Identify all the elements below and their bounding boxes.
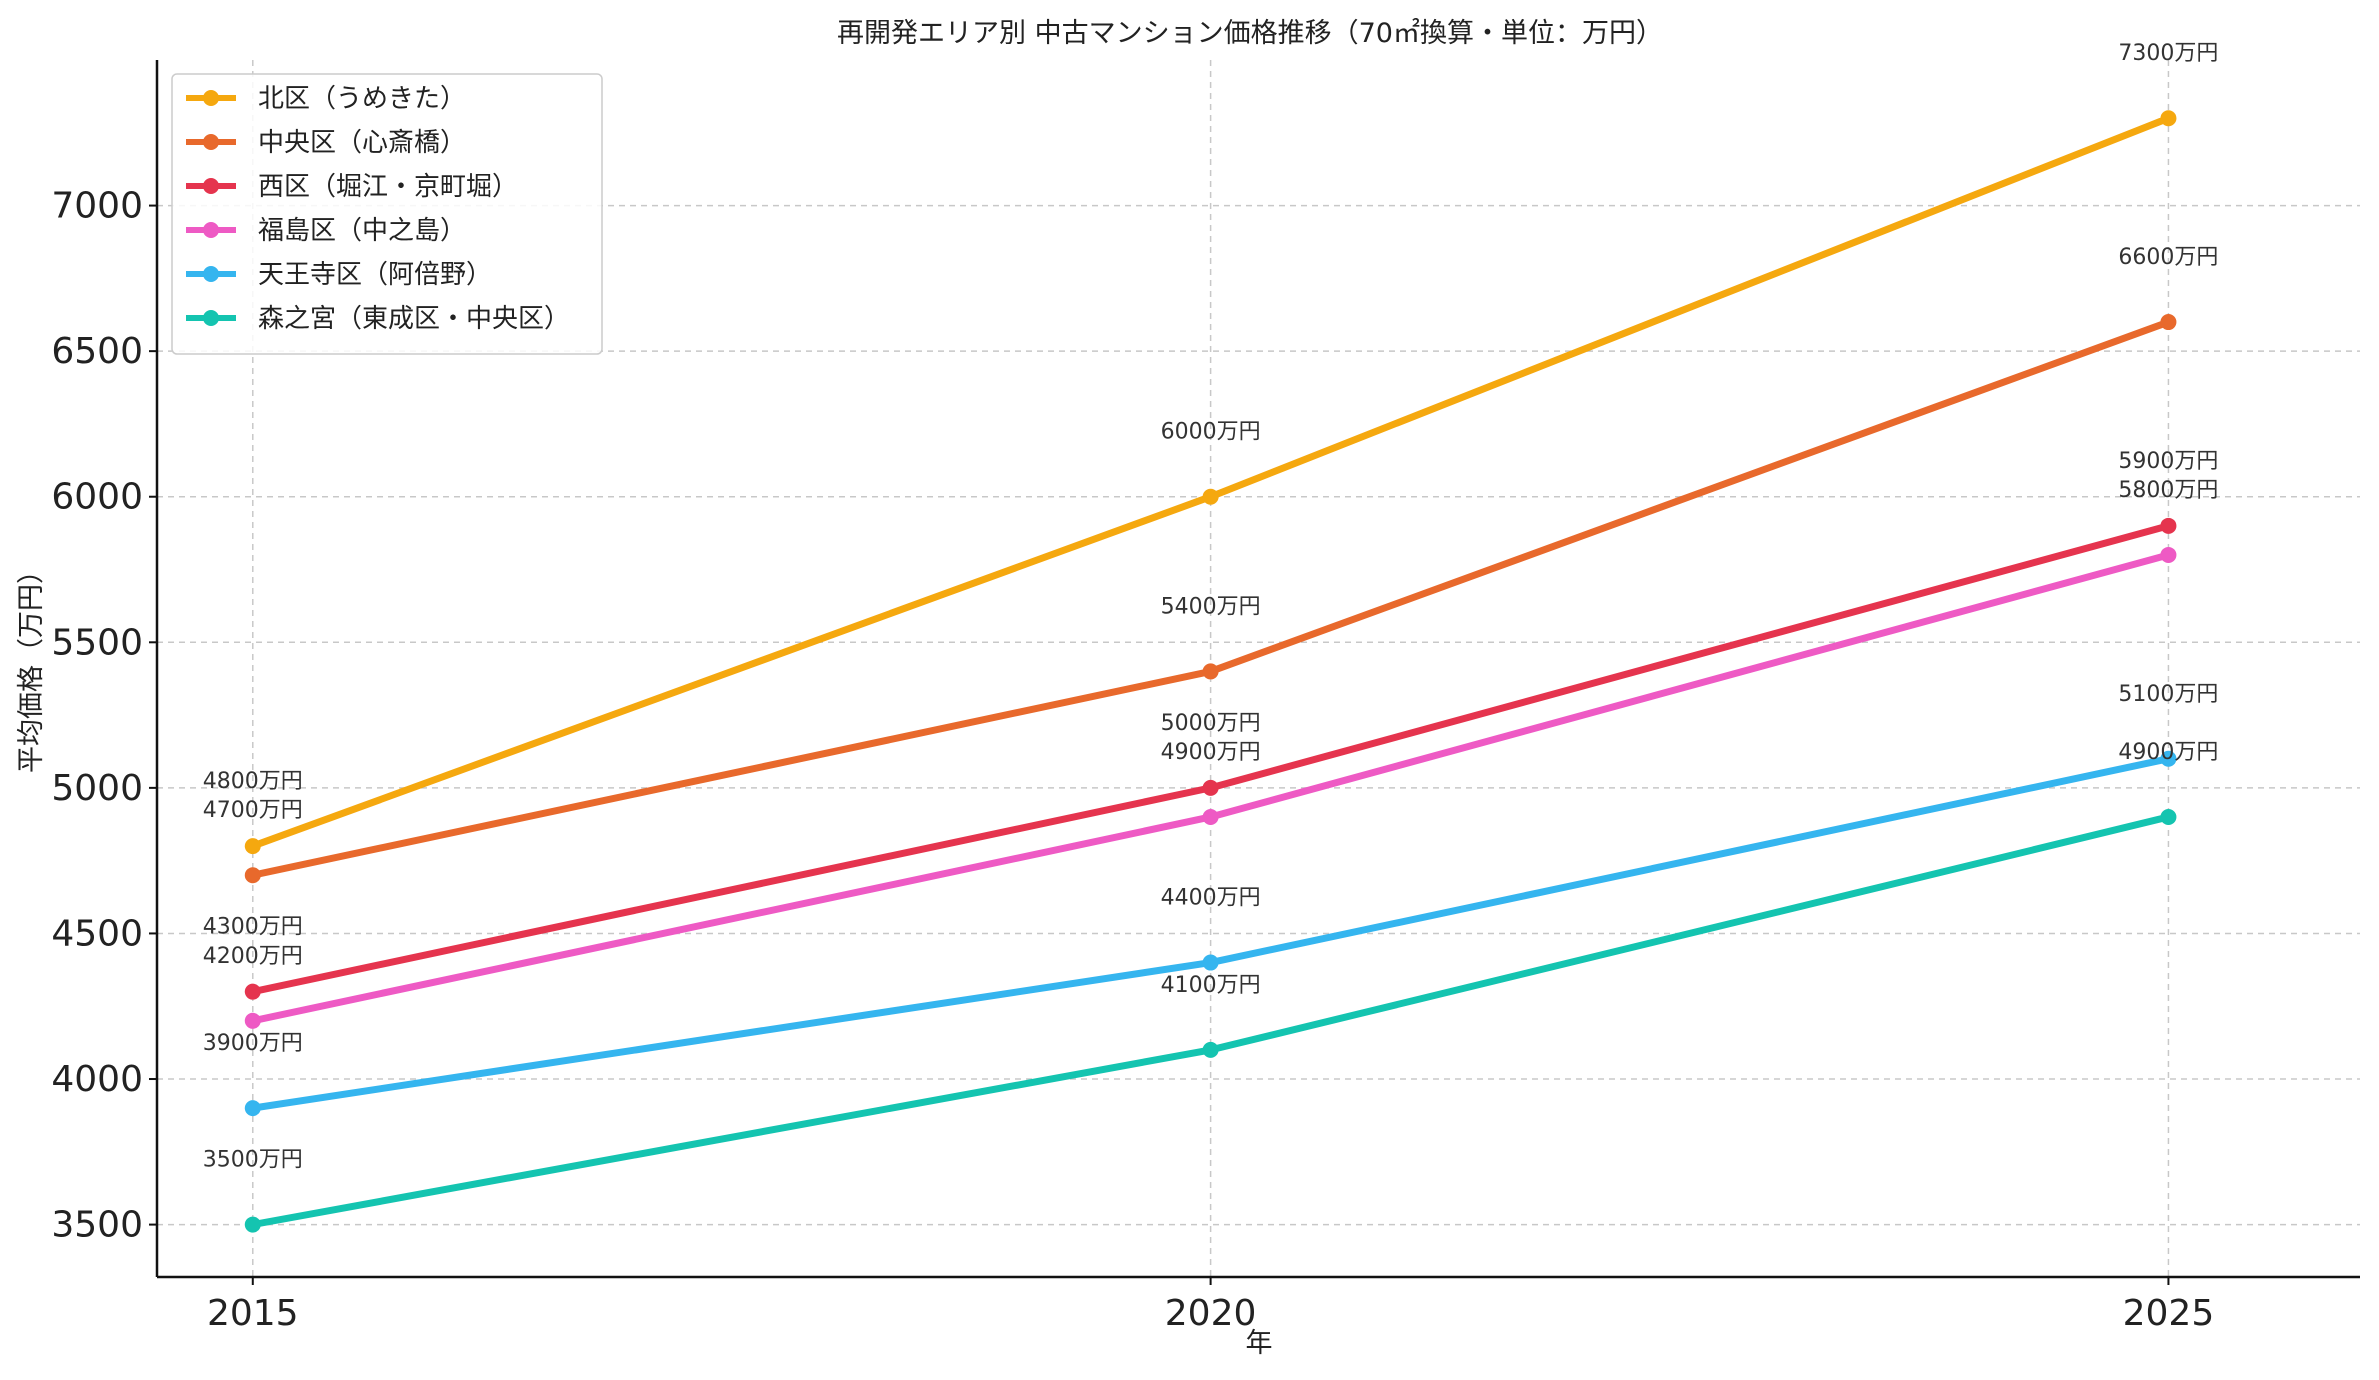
legend-marker xyxy=(203,178,219,194)
data-point xyxy=(2160,314,2177,331)
data-label: 4800万円 xyxy=(203,769,303,794)
data-label: 5900万円 xyxy=(2118,449,2218,474)
legend-marker xyxy=(203,134,219,150)
data-point xyxy=(1202,808,1219,825)
data-point xyxy=(1202,779,1219,796)
data-point xyxy=(1202,488,1219,505)
data-labels: 4800万円 6000万円 7300万円 4700万円 5400万円 6600万円 4300… xyxy=(203,41,2219,1172)
y-tick-label: 3500 xyxy=(51,1205,143,1246)
data-point xyxy=(244,867,261,884)
legend-item: 北区（うめきた） xyxy=(186,84,466,114)
legend-label: 西区（堀江・京町堀） xyxy=(258,172,518,202)
data-point xyxy=(2160,110,2177,127)
y-axis-title: 平均価格（万円） xyxy=(16,557,47,773)
chart-title: 再開発エリア別 中古マンション価格推移（70㎡換算・単位：万円） xyxy=(837,18,1663,49)
data-point xyxy=(2160,808,2177,825)
data-point xyxy=(1202,663,1219,680)
data-point xyxy=(244,838,261,855)
data-point xyxy=(1202,954,1219,971)
data-label: 5000万円 xyxy=(1161,711,1261,736)
data-label: 5100万円 xyxy=(2118,682,2218,707)
data-point xyxy=(244,1012,261,1029)
legend-label: 福島区（中之島） xyxy=(258,216,466,246)
legend-label: 中央区（心斎橋） xyxy=(258,128,466,158)
legend-item: 天王寺区（阿倍野） xyxy=(186,260,492,290)
data-label: 4900万円 xyxy=(1161,740,1261,765)
y-tick-label: 6500 xyxy=(51,331,143,372)
data-label: 4700万円 xyxy=(203,798,303,823)
data-point xyxy=(2160,750,2177,767)
y-tick-label: 7000 xyxy=(51,186,143,227)
data-label: 7300万円 xyxy=(2118,41,2218,66)
data-point xyxy=(244,1216,261,1233)
data-label: 4200万円 xyxy=(203,944,303,969)
legend-label: 森之宮（東成区・中央区） xyxy=(258,304,570,334)
y-tick-label: 4000 xyxy=(51,1059,143,1100)
data-point xyxy=(244,1100,261,1117)
data-label: 4900万円 xyxy=(2118,740,2218,765)
legend-label: 北区（うめきた） xyxy=(258,84,466,114)
series-group xyxy=(244,110,2177,1233)
data-label: 5800万円 xyxy=(2118,478,2218,503)
data-point xyxy=(1202,1041,1219,1058)
x-tick-label: 2020 xyxy=(1165,1293,1257,1334)
data-label: 3900万円 xyxy=(203,1031,303,1056)
legend-label: 天王寺区（阿倍野） xyxy=(258,260,492,290)
y-tick-label: 5000 xyxy=(51,768,143,809)
legend-item: 中央区（心斎橋） xyxy=(186,128,466,158)
legend-item: 森之宮（東成区・中央区） xyxy=(186,304,570,334)
x-tick-label: 2015 xyxy=(207,1293,299,1334)
y-tick-label: 5500 xyxy=(51,622,143,663)
legend-marker xyxy=(203,90,219,106)
data-point xyxy=(2160,517,2177,534)
legend-item: 福島区（中之島） xyxy=(186,216,466,246)
data-point xyxy=(2160,546,2177,563)
x-axis-title: 年 xyxy=(1246,1328,1273,1359)
data-label: 4400万円 xyxy=(1161,886,1261,911)
x-tick-label: 2025 xyxy=(2123,1293,2215,1334)
data-label: 6600万円 xyxy=(2118,245,2218,270)
axes: 3500 4000 4500 5000 5500 6000 6500 7000 2015 2020… xyxy=(51,60,2360,1334)
data-point xyxy=(244,983,261,1000)
data-label: 3500万円 xyxy=(203,1148,303,1173)
legend: 北区（うめきた） 中央区（心斎橋） 西区（堀江・京町堀） 福島区（中之島） 天王寺区（阿… xyxy=(171,73,603,355)
data-label: 4300万円 xyxy=(203,915,303,940)
y-tick-label: 4500 xyxy=(51,913,143,954)
data-label: 4100万円 xyxy=(1161,973,1261,998)
legend-item: 西区（堀江・京町堀） xyxy=(186,172,518,202)
legend-marker xyxy=(203,266,219,282)
legend-box xyxy=(171,73,603,355)
legend-marker xyxy=(203,310,219,326)
data-label: 5400万円 xyxy=(1161,594,1261,619)
y-tick-label: 6000 xyxy=(51,477,143,518)
legend-marker xyxy=(203,222,219,238)
data-label: 6000万円 xyxy=(1161,420,1261,445)
